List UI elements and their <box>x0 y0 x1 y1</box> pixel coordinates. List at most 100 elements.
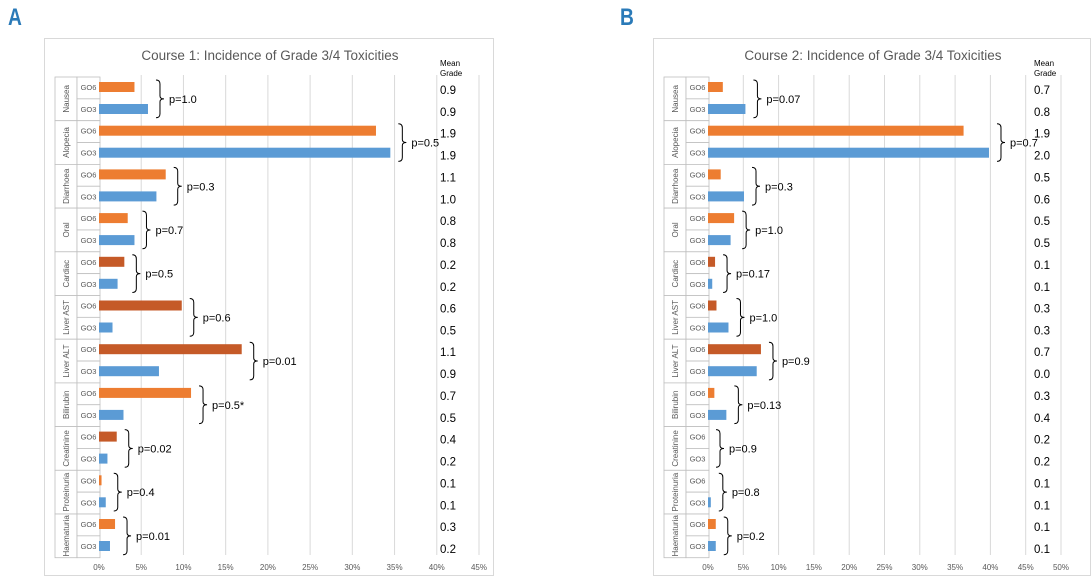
series-label-go3: GO3 <box>690 411 706 420</box>
significance-bracket <box>723 516 732 556</box>
mean-grade-go6: 1.9 <box>440 129 456 141</box>
mean-grade-go3: 0.1 <box>1034 500 1050 512</box>
mean-grade-go6: 0.2 <box>440 260 456 272</box>
significance-bracket <box>189 298 198 337</box>
significance-bracket <box>753 79 762 119</box>
category-label: Liver ALT <box>62 344 71 377</box>
p-value-label: p=1.0 <box>749 312 777 324</box>
mean-grade-go6: 0.7 <box>1034 347 1050 359</box>
series-label-go6: GO6 <box>690 127 706 136</box>
mean-grade-go3: 0.8 <box>1034 107 1050 119</box>
mean-grade-go3: 0.8 <box>440 238 456 250</box>
panel-letter-a: A <box>8 4 22 31</box>
series-label-go6: GO6 <box>690 520 706 529</box>
mean-grade-header-line-1: Mean <box>1034 59 1054 68</box>
x-tick-label: 20% <box>260 563 276 572</box>
mean-grade-go3: 2.0 <box>1034 151 1050 163</box>
bar-go3 <box>708 366 757 377</box>
series-label-go6: GO6 <box>690 389 706 398</box>
bar-go6 <box>99 169 166 180</box>
p-value-label: p=0.7 <box>155 225 183 237</box>
bar-go6 <box>708 344 761 355</box>
x-tick-label: 35% <box>947 563 963 572</box>
x-tick-label: 50% <box>1053 563 1069 572</box>
mean-grade-go3: 0.1 <box>440 500 456 512</box>
bar-go3 <box>99 104 148 114</box>
series-label-go6: GO6 <box>81 170 97 179</box>
x-tick-label: 35% <box>387 563 403 572</box>
mean-grade-go6: 0.3 <box>1034 391 1050 403</box>
series-label-go6: GO6 <box>81 345 97 354</box>
p-value-label: p=0.3 <box>187 181 215 193</box>
series-label-go6: GO6 <box>81 258 97 267</box>
category-label: Proteinuria <box>671 472 680 511</box>
mean-grade-header-line-2: Grade <box>440 69 463 78</box>
mean-grade-go6: 0.1 <box>1034 260 1050 272</box>
category-label: Liver AST <box>671 300 680 335</box>
mean-grade-go6: 0.1 <box>1034 478 1050 490</box>
x-tick-label: 15% <box>218 563 234 572</box>
x-tick-label: 45% <box>471 563 487 572</box>
mean-grade-go3: 1.0 <box>440 194 456 206</box>
bar-go6 <box>708 169 721 180</box>
significance-bracket <box>132 254 141 293</box>
chart-course-1: Course 1: Incidence of Grade 3/4 Toxicit… <box>44 38 494 576</box>
mean-grade-go6: 0.7 <box>440 391 456 403</box>
chart-title: Course 1: Incidence of Grade 3/4 Toxicit… <box>141 48 398 63</box>
chart-course-1-svg: Course 1: Incidence of Grade 3/4 Toxicit… <box>54 48 487 572</box>
series-label-go3: GO3 <box>690 455 706 464</box>
mean-grade-go3: 0.9 <box>440 107 456 119</box>
category-label: Cardiac <box>671 260 680 288</box>
category-label: Haematuria <box>62 515 71 557</box>
x-tick-label: 20% <box>841 563 857 572</box>
bar-go6 <box>708 387 715 398</box>
x-tick-label: 10% <box>771 563 787 572</box>
mean-grade-go3: 0.4 <box>1034 413 1051 425</box>
series-label-go3: GO3 <box>81 542 97 551</box>
mean-grade-go3: 0.1 <box>1034 282 1050 294</box>
bar-go6 <box>99 519 116 529</box>
x-tick-label: 0% <box>702 563 714 572</box>
mean-grade-go6: 0.1 <box>1034 522 1050 534</box>
series-label-go6: GO6 <box>690 345 706 354</box>
p-value-label: p=0.2 <box>737 531 765 543</box>
x-tick-label: 0% <box>93 563 105 572</box>
x-tick-label: 10% <box>175 563 191 572</box>
category-label: Cardiac <box>62 260 71 288</box>
bar-go3 <box>708 278 713 289</box>
series-label-go6: GO6 <box>81 127 97 136</box>
category-label: Nausea <box>62 85 71 113</box>
significance-bracket <box>123 516 132 556</box>
mean-grade-go6: 0.2 <box>1034 435 1050 447</box>
category-label: Nausea <box>671 85 680 113</box>
p-value-label: p=0.8 <box>732 487 760 499</box>
series-label-go3: GO3 <box>81 105 97 114</box>
significance-bracket <box>715 429 725 468</box>
mean-grade-go6: 0.3 <box>1034 304 1050 316</box>
mean-grade-go3: 0.5 <box>440 413 456 425</box>
mean-grade-go6: 1.1 <box>440 347 456 359</box>
x-tick-label: 45% <box>1018 563 1034 572</box>
mean-grade-go6: 0.9 <box>440 85 456 97</box>
bar-go6 <box>99 300 182 311</box>
mean-grade-go3: 0.0 <box>1034 369 1050 381</box>
series-label-go3: GO3 <box>81 149 97 158</box>
bar-go6 <box>99 82 135 92</box>
category-label: Liver ALT <box>671 344 680 377</box>
p-value-label: p=0.17 <box>736 269 770 281</box>
series-label-go6: GO6 <box>81 389 97 398</box>
mean-grade-go3: 0.6 <box>1034 194 1050 206</box>
x-tick-label: 15% <box>806 563 822 572</box>
panel-letter-b: B <box>620 4 634 31</box>
significance-bracket <box>718 472 727 512</box>
series-label-go6: GO6 <box>81 476 97 485</box>
significance-bracket <box>173 166 182 206</box>
mean-grade-go6: 0.1 <box>440 478 456 490</box>
mean-grade-go3: 0.2 <box>1034 457 1050 469</box>
bar-go6 <box>99 475 102 486</box>
significance-bracket <box>723 254 732 293</box>
series-label-go6: GO6 <box>81 302 97 311</box>
series-label-go3: GO3 <box>81 236 97 245</box>
series-label-go3: GO3 <box>690 542 706 551</box>
bar-go6 <box>99 256 125 267</box>
